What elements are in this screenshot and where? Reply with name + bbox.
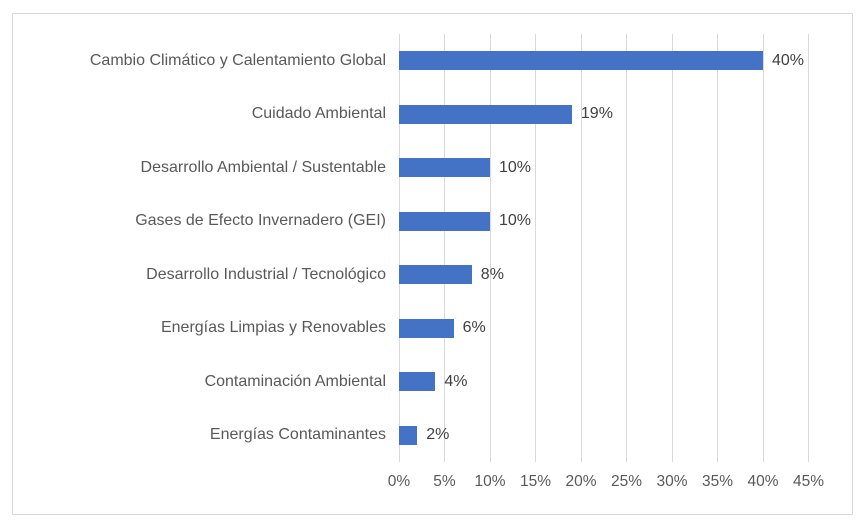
value-label: 6%	[462, 319, 486, 337]
category-label: Energías Contaminantes	[209, 426, 386, 444]
category-label: Cuidado Ambiental	[251, 105, 386, 123]
gridline	[580, 34, 582, 462]
category-label: Contaminación Ambiental	[204, 372, 386, 390]
value-label: 8%	[480, 265, 504, 283]
bar-track: 19%	[399, 88, 852, 142]
value-label: 4%	[444, 372, 468, 390]
gridline	[489, 34, 491, 462]
gridline	[808, 34, 809, 462]
bar	[399, 372, 436, 392]
bar	[399, 318, 454, 338]
x-tick-label: 40%	[747, 473, 779, 490]
bar-track: 10%	[399, 141, 852, 195]
x-tick-label: 30%	[656, 473, 688, 490]
gridline	[762, 34, 764, 462]
bar-row: Gases de Efecto Invernadero (GEI) 10%	[13, 195, 852, 249]
value-label: 40%	[772, 51, 805, 69]
bar-row: Desarrollo Industrial / Tecnológico 8%	[13, 248, 852, 302]
x-tick-label: 35%	[701, 473, 734, 490]
category-label: Energías Limpias y Renovables	[160, 319, 386, 337]
bar-row: Cambio Climático y Calentamiento Global 4…	[13, 34, 852, 88]
bar-track: 40%	[399, 34, 852, 88]
bar	[399, 51, 763, 71]
x-tick-label: 25%	[610, 473, 643, 490]
x-tick-label: 15%	[519, 473, 552, 490]
bar-row: Energías Limpias y Renovables 6%	[13, 302, 852, 356]
value-label: 2%	[426, 426, 450, 444]
bar-row: Desarrollo Ambiental / Sustentable 10%	[13, 141, 852, 195]
value-label: 10%	[499, 212, 532, 230]
value-label: 10%	[499, 158, 532, 176]
category-label: Desarrollo Industrial / Tecnológico	[146, 265, 386, 283]
category-label: Gases de Efecto Invernadero (GEI)	[135, 212, 386, 230]
bar-track: 8%	[399, 248, 852, 302]
gridline	[671, 34, 673, 462]
bar-track: 2%	[399, 409, 852, 463]
value-label: 19%	[580, 105, 613, 123]
bar	[399, 158, 490, 178]
bar-rows-layer: Cambio Climático y Calentamiento Global 4…	[13, 34, 852, 462]
bar	[399, 425, 418, 445]
bar-track: 6%	[399, 302, 852, 356]
category-label: Desarrollo Ambiental / Sustentable	[140, 158, 386, 176]
bar	[399, 104, 572, 124]
bar-row: Cuidado Ambiental 19%	[13, 88, 852, 142]
bar-track: 4%	[399, 355, 852, 409]
x-tick-label: 0%	[387, 473, 411, 490]
category-label: Cambio Climático y Calentamiento Global	[89, 51, 386, 69]
x-tick-label: 45%	[792, 473, 825, 490]
x-tick-label: 5%	[433, 473, 456, 490]
gridline	[626, 34, 627, 462]
bar-row: Contaminación Ambiental 4%	[13, 355, 852, 409]
gridline	[535, 34, 536, 462]
bar	[399, 211, 490, 231]
gridline	[398, 34, 400, 462]
bar-track: 10%	[399, 195, 852, 249]
gridline	[444, 34, 445, 462]
chart-border-frame	[12, 13, 853, 515]
bar	[399, 265, 472, 285]
x-tick-label: 20%	[565, 473, 597, 490]
x-tick-label: 10%	[474, 473, 506, 490]
bar-row: Energías Contaminantes 2%	[13, 409, 852, 463]
gridline	[717, 34, 718, 462]
